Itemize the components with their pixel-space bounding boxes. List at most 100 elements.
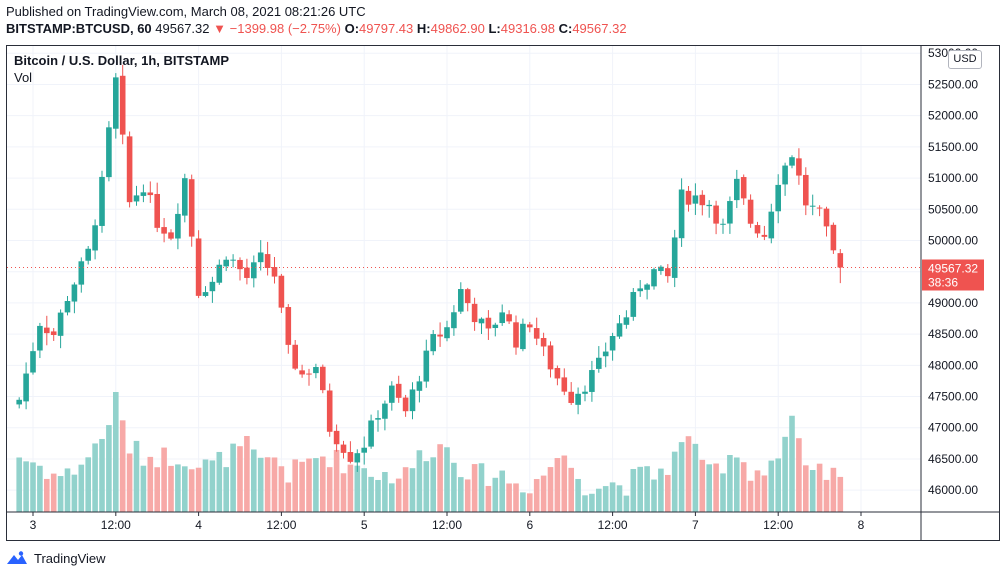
candle-body[interactable] bbox=[223, 259, 229, 267]
candle-body[interactable] bbox=[395, 383, 402, 398]
currency-button[interactable]: USD bbox=[948, 50, 982, 69]
candle-body[interactable] bbox=[340, 444, 347, 453]
candle-body[interactable] bbox=[389, 385, 395, 403]
candle-body[interactable] bbox=[23, 373, 29, 402]
candle-body[interactable] bbox=[347, 452, 354, 462]
candle-body[interactable] bbox=[768, 211, 775, 239]
candle-body[interactable] bbox=[547, 345, 554, 370]
candle-body[interactable] bbox=[278, 275, 285, 308]
candle-body[interactable] bbox=[630, 292, 637, 317]
candle-body[interactable] bbox=[464, 289, 471, 304]
candle-body[interactable] bbox=[678, 189, 685, 239]
candle-body[interactable] bbox=[699, 194, 706, 206]
candle-body[interactable] bbox=[644, 284, 650, 290]
candle-body[interactable] bbox=[616, 323, 623, 337]
candle-body[interactable] bbox=[775, 184, 781, 212]
candle-body[interactable] bbox=[361, 447, 367, 453]
candle-body[interactable] bbox=[761, 234, 768, 237]
candle-body[interactable] bbox=[416, 381, 423, 391]
candle-body[interactable] bbox=[30, 351, 36, 373]
candle-body[interactable] bbox=[561, 377, 568, 392]
candle-body[interactable] bbox=[44, 327, 50, 334]
candle-body[interactable] bbox=[589, 370, 595, 392]
chart-frame[interactable]: 46000.00 46500.00 47000.00 47500.00 48000.00… bbox=[6, 45, 1000, 541]
candle-body[interactable] bbox=[782, 165, 788, 185]
candle-body[interactable] bbox=[658, 266, 664, 272]
candle-body[interactable] bbox=[16, 399, 22, 405]
candle-body[interactable] bbox=[823, 208, 830, 227]
candle-body[interactable] bbox=[747, 199, 754, 224]
candle-body[interactable] bbox=[333, 430, 340, 445]
candle-body[interactable] bbox=[720, 223, 726, 225]
candle-body[interactable] bbox=[140, 192, 147, 196]
candle-body[interactable] bbox=[320, 366, 326, 391]
candle-body[interactable] bbox=[789, 157, 795, 166]
candle-body[interactable] bbox=[506, 314, 512, 322]
candle-body[interactable] bbox=[596, 357, 602, 369]
candle-body[interactable] bbox=[740, 177, 747, 199]
candle-body[interactable] bbox=[99, 176, 105, 226]
candle-body[interactable] bbox=[837, 253, 844, 268]
candle-body[interactable] bbox=[154, 193, 160, 228]
candle-body[interactable] bbox=[437, 334, 443, 337]
candle-body[interactable] bbox=[602, 351, 609, 357]
candle-body[interactable] bbox=[471, 303, 478, 323]
candle-body[interactable] bbox=[402, 397, 409, 412]
candle-body[interactable] bbox=[133, 195, 140, 202]
candle-body[interactable] bbox=[533, 328, 540, 339]
candle-body[interactable] bbox=[306, 373, 312, 375]
candle-body[interactable] bbox=[568, 391, 574, 403]
candle-body[interactable] bbox=[830, 224, 837, 251]
candle-body[interactable] bbox=[685, 190, 692, 205]
candle-body[interactable] bbox=[92, 225, 98, 251]
candle-body[interactable] bbox=[126, 136, 133, 203]
candle-body[interactable] bbox=[499, 312, 505, 324]
price-chart[interactable]: 46000.00 46500.00 47000.00 47500.00 48000.00… bbox=[7, 46, 999, 540]
candle-body[interactable] bbox=[209, 281, 216, 292]
candle-body[interactable] bbox=[623, 317, 630, 325]
candle-body[interactable] bbox=[195, 238, 202, 296]
candle-body[interactable] bbox=[368, 420, 374, 447]
candle-body[interactable] bbox=[299, 370, 305, 375]
candle-body[interactable] bbox=[796, 158, 802, 176]
candle-body[interactable] bbox=[540, 338, 547, 347]
candle-body[interactable] bbox=[451, 312, 457, 329]
candle-body[interactable] bbox=[527, 324, 533, 328]
candle-body[interactable] bbox=[285, 307, 292, 345]
candle-body[interactable] bbox=[478, 318, 485, 324]
candle-body[interactable] bbox=[147, 192, 154, 196]
candle-body[interactable] bbox=[713, 205, 719, 224]
candle-body[interactable] bbox=[492, 324, 499, 329]
brand[interactable]: TradingView bbox=[6, 549, 106, 567]
candle-body[interactable] bbox=[64, 301, 71, 313]
candle-body[interactable] bbox=[734, 178, 740, 201]
candle-body[interactable] bbox=[244, 267, 250, 278]
candle-body[interactable] bbox=[182, 178, 188, 216]
candle-body[interactable] bbox=[803, 174, 809, 206]
candle-body[interactable] bbox=[485, 317, 492, 329]
candle-body[interactable] bbox=[292, 344, 298, 369]
candle-body[interactable] bbox=[264, 254, 271, 268]
candle-body[interactable] bbox=[727, 201, 733, 224]
candle-body[interactable] bbox=[237, 259, 243, 270]
candle-body[interactable] bbox=[444, 327, 450, 339]
candle-body[interactable] bbox=[706, 204, 712, 207]
candle-body[interactable] bbox=[271, 267, 278, 277]
candle-body[interactable] bbox=[161, 227, 167, 234]
candle-body[interactable] bbox=[216, 264, 223, 283]
candle-body[interactable] bbox=[582, 391, 588, 394]
candle-body[interactable] bbox=[257, 252, 264, 263]
candle-body[interactable] bbox=[313, 367, 319, 374]
candle-body[interactable] bbox=[188, 179, 195, 237]
candle-body[interactable] bbox=[637, 288, 643, 292]
candle-body[interactable] bbox=[230, 259, 236, 261]
candle-body[interactable] bbox=[692, 195, 699, 204]
candle-body[interactable] bbox=[106, 127, 112, 178]
candle-body[interactable] bbox=[423, 350, 430, 382]
candle-body[interactable] bbox=[202, 292, 209, 296]
candle-body[interactable] bbox=[651, 269, 657, 287]
candle-body[interactable] bbox=[430, 334, 436, 352]
candle-body[interactable] bbox=[665, 268, 671, 277]
candle-body[interactable] bbox=[375, 418, 381, 420]
candle-body[interactable] bbox=[50, 331, 57, 336]
